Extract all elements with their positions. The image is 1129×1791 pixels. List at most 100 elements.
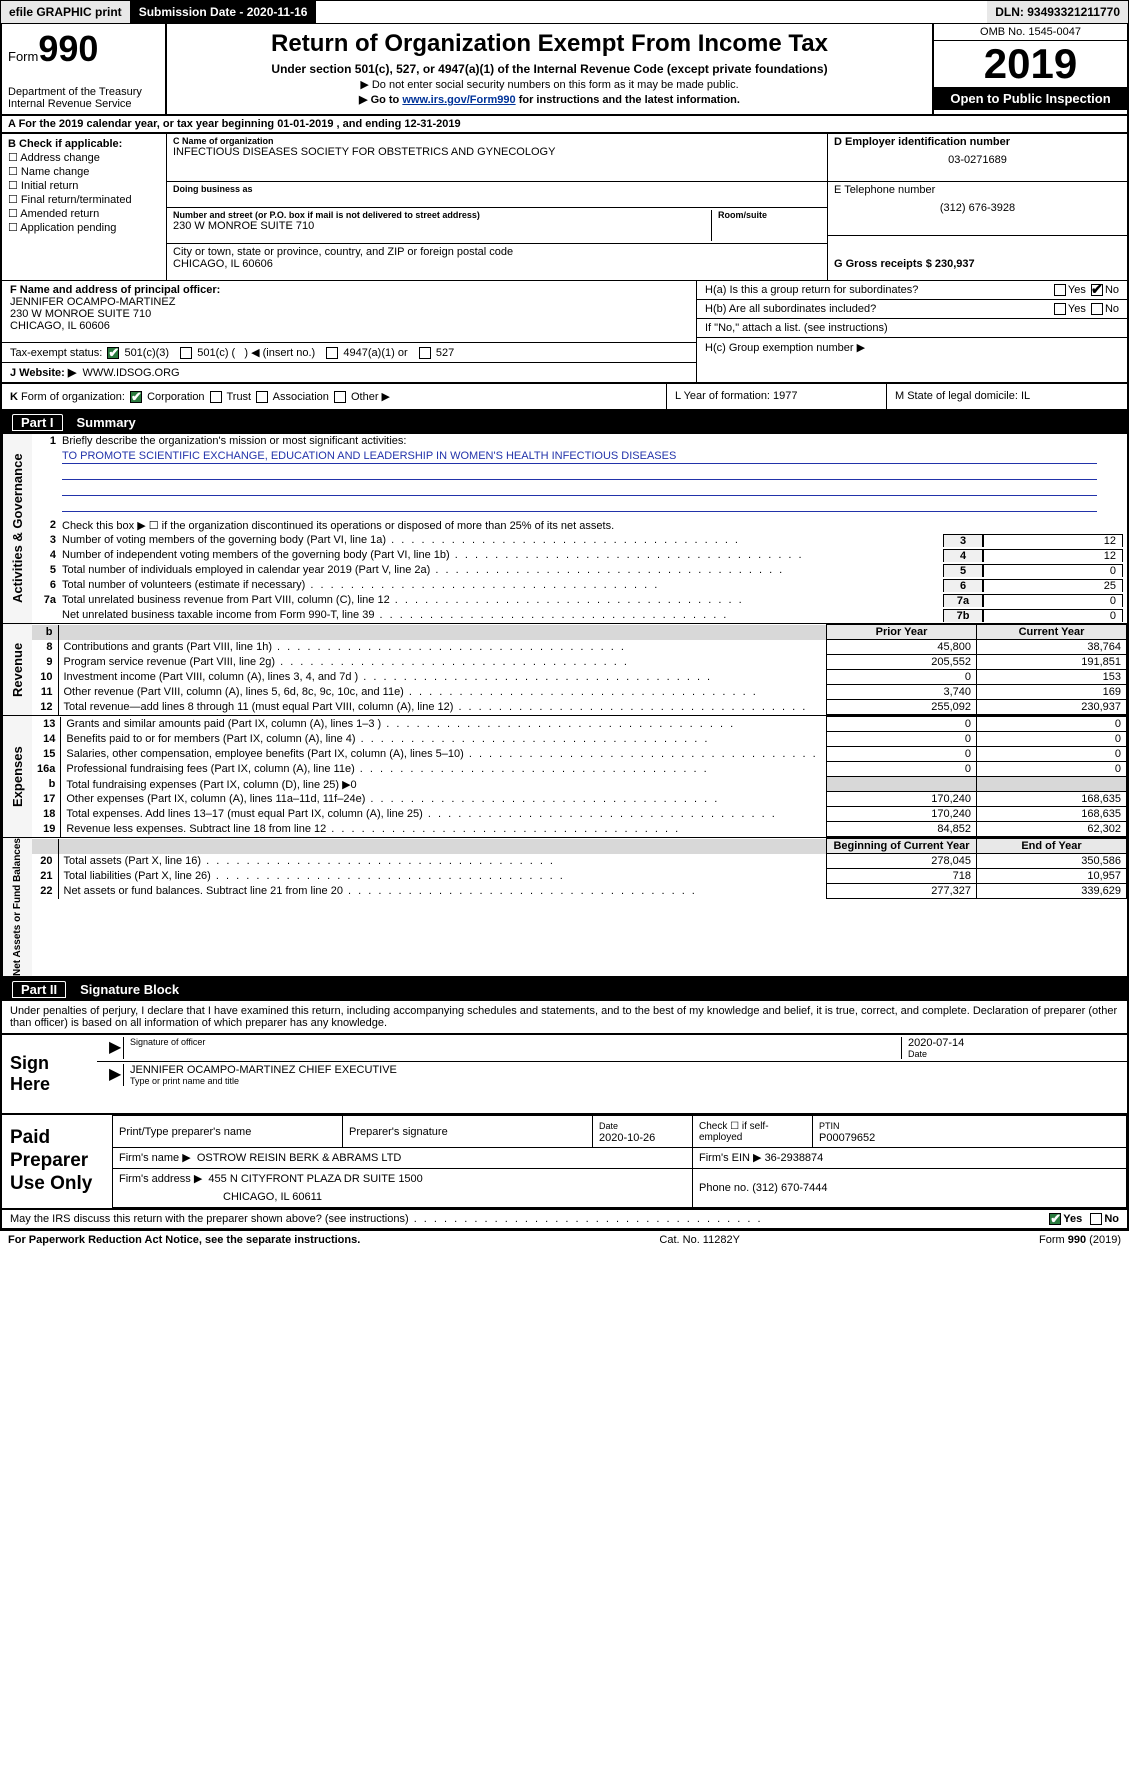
fin-row: 9Program service revenue (Part VIII, lin… bbox=[32, 655, 1127, 670]
year-formation: L Year of formation: 1977 bbox=[667, 384, 887, 409]
sign-here-block: Sign Here ▶ Signature of officer 2020-07… bbox=[0, 1035, 1129, 1115]
section-b-checkboxes: B Check if applicable: ☐ Address change … bbox=[2, 134, 167, 280]
top-bar: efile GRAPHIC print Submission Date - 20… bbox=[0, 0, 1129, 24]
fin-row: 8Contributions and grants (Part VIII, li… bbox=[32, 640, 1127, 655]
expenses-table: 13Grants and similar amounts paid (Part … bbox=[32, 716, 1127, 837]
section-a-tax-year: A For the 2019 calendar year, or tax yea… bbox=[0, 116, 1129, 134]
cat-no: Cat. No. 11282Y bbox=[659, 1234, 740, 1246]
section-klm: K Form of organization: Corporation Trus… bbox=[0, 384, 1129, 411]
form-title: Return of Organization Exempt From Incom… bbox=[177, 30, 922, 58]
summary-line: 4Number of independent voting members of… bbox=[32, 548, 1127, 563]
footer: For Paperwork Reduction Act Notice, see … bbox=[0, 1230, 1129, 1249]
sign-here-label: Sign Here bbox=[2, 1035, 97, 1113]
discuss-row: May the IRS discuss this return with the… bbox=[0, 1210, 1129, 1230]
instr-2: ▶ Go to www.irs.gov/Form990 for instruct… bbox=[177, 93, 922, 106]
side-expenses: Expenses bbox=[2, 716, 32, 837]
chk-amended[interactable]: ☐ Amended return bbox=[8, 207, 160, 220]
discuss-no[interactable] bbox=[1090, 1213, 1102, 1225]
submission-date: Submission Date - 2020-11-16 bbox=[131, 1, 317, 23]
ptin: P00079652 bbox=[819, 1132, 875, 1144]
prep-date: 2020-10-26 bbox=[599, 1132, 655, 1144]
fin-row: 14Benefits paid to or for members (Part … bbox=[32, 732, 1127, 747]
form-of-org: K Form of organization: Corporation Trus… bbox=[2, 384, 667, 409]
website-row: J Website: ▶ WWW.IDSOG.ORG bbox=[2, 363, 696, 382]
fin-row: 19Revenue less expenses. Subtract line 1… bbox=[32, 822, 1127, 837]
dba-label: Doing business as bbox=[173, 184, 821, 194]
city-label: City or town, state or province, country… bbox=[173, 246, 821, 258]
addr-label: Number and street (or P.O. box if mail i… bbox=[173, 210, 711, 220]
part1-header: Part I Summary bbox=[0, 411, 1129, 434]
prep-name-label: Print/Type preparer's name bbox=[113, 1116, 343, 1148]
ha-no[interactable] bbox=[1091, 284, 1103, 296]
officer-addr: 230 W MONROE SUITE 710 bbox=[10, 308, 151, 320]
fin-row: 21Total liabilities (Part X, line 26)718… bbox=[32, 869, 1127, 884]
firm-city: CHICAGO, IL 60611 bbox=[113, 1188, 693, 1207]
hb-yes[interactable] bbox=[1054, 303, 1066, 315]
org-name: INFECTIOUS DISEASES SOCIETY FOR OBSTETRI… bbox=[173, 146, 821, 158]
chk-final-return[interactable]: ☐ Final return/terminated bbox=[8, 193, 160, 206]
officer-print-name: JENNIFER OCAMPO-MARTINEZ CHIEF EXECUTIVE bbox=[130, 1064, 1115, 1076]
hb-label: H(b) Are all subordinates included? bbox=[705, 303, 1052, 315]
entity-block: B Check if applicable: ☐ Address change … bbox=[0, 134, 1129, 280]
dln: DLN: 93493321211770 bbox=[987, 1, 1128, 23]
room-label: Room/suite bbox=[718, 210, 821, 220]
city-state-zip: CHICAGO, IL 60606 bbox=[173, 258, 821, 270]
sig-officer-label: Signature of officer bbox=[130, 1037, 895, 1047]
fin-row: 20Total assets (Part X, line 16)278,0453… bbox=[32, 854, 1127, 869]
hb-no[interactable] bbox=[1091, 303, 1103, 315]
chk-527[interactable] bbox=[419, 347, 431, 359]
fin-row: 13Grants and similar amounts paid (Part … bbox=[32, 717, 1127, 732]
omb-number: OMB No. 1545-0047 bbox=[934, 24, 1127, 41]
ha-yes[interactable] bbox=[1054, 284, 1066, 296]
firm-addr: 455 N CITYFRONT PLAZA DR SUITE 1500 bbox=[208, 1173, 422, 1185]
chk-other[interactable] bbox=[334, 391, 346, 403]
chk-corp[interactable] bbox=[130, 391, 142, 403]
summary-line: 3Number of voting members of the governi… bbox=[32, 533, 1127, 548]
sig-date-label: Date bbox=[908, 1049, 1115, 1059]
fin-row: 12Total revenue—add lines 8 through 11 (… bbox=[32, 700, 1127, 715]
street-address: 230 W MONROE SUITE 710 bbox=[173, 220, 711, 232]
fin-row: 15Salaries, other compensation, employee… bbox=[32, 747, 1127, 762]
discuss-yes[interactable] bbox=[1049, 1213, 1061, 1225]
chk-initial-return[interactable]: ☐ Initial return bbox=[8, 179, 160, 192]
summary-line: Net unrelated business taxable income fr… bbox=[32, 608, 1127, 623]
ha-label: H(a) Is this a group return for subordin… bbox=[705, 284, 1052, 296]
chk-address-change[interactable]: ☐ Address change bbox=[8, 151, 160, 164]
chk-assoc[interactable] bbox=[256, 391, 268, 403]
prep-sig-label: Preparer's signature bbox=[343, 1116, 593, 1148]
efile-label[interactable]: efile GRAPHIC print bbox=[1, 1, 131, 23]
form-number: Form990 bbox=[8, 28, 159, 70]
fin-row: 22Net assets or fund balances. Subtract … bbox=[32, 884, 1127, 899]
officer-print-label: Type or print name and title bbox=[130, 1076, 1115, 1086]
revenue-table: b Prior YearCurrent Year 8Contributions … bbox=[32, 624, 1127, 715]
part1-body: Activities & Governance 1Briefly describ… bbox=[0, 434, 1129, 978]
side-activities: Activities & Governance bbox=[2, 434, 32, 623]
chk-name-change[interactable]: ☐ Name change bbox=[8, 165, 160, 178]
netassets-table: Beginning of Current YearEnd of Year 20T… bbox=[32, 838, 1127, 899]
paid-preparer-label: Paid Preparer Use Only bbox=[2, 1115, 112, 1207]
chk-app-pending[interactable]: ☐ Application pending bbox=[8, 221, 160, 234]
summary-line: 5Total number of individuals employed in… bbox=[32, 563, 1127, 578]
chk-501c3[interactable] bbox=[107, 347, 119, 359]
officer-city: CHICAGO, IL 60606 bbox=[10, 320, 110, 332]
irs-label: Internal Revenue Service bbox=[8, 98, 159, 110]
l1-desc: Briefly describe the organization's miss… bbox=[62, 435, 1123, 447]
website-value[interactable]: WWW.IDSOG.ORG bbox=[82, 367, 179, 379]
form990-link[interactable]: www.irs.gov/Form990 bbox=[402, 94, 515, 106]
fin-row: 17Other expenses (Part IX, column (A), l… bbox=[32, 792, 1127, 807]
part2-header: Part II Signature Block bbox=[0, 978, 1129, 1001]
chk-trust[interactable] bbox=[210, 391, 222, 403]
fin-row: 11Other revenue (Part VIII, column (A), … bbox=[32, 685, 1127, 700]
paperwork-notice: For Paperwork Reduction Act Notice, see … bbox=[8, 1234, 360, 1246]
self-emp-check[interactable]: Check ☐ if self-employed bbox=[693, 1116, 813, 1148]
chk-501c[interactable] bbox=[180, 347, 192, 359]
state-domicile: M State of legal domicile: IL bbox=[887, 384, 1127, 409]
officer-name: JENNIFER OCAMPO-MARTINEZ bbox=[10, 296, 175, 308]
summary-line: 7aTotal unrelated business revenue from … bbox=[32, 593, 1127, 608]
fin-row: 10Investment income (Part VIII, column (… bbox=[32, 670, 1127, 685]
paid-preparer-block: Paid Preparer Use Only Print/Type prepar… bbox=[0, 1115, 1129, 1209]
phone-value: (312) 676-3928 bbox=[834, 202, 1121, 214]
firm-phone: (312) 670-7444 bbox=[752, 1182, 827, 1194]
gross-receipts: G Gross receipts $ 230,937 bbox=[834, 258, 975, 270]
chk-4947[interactable] bbox=[326, 347, 338, 359]
